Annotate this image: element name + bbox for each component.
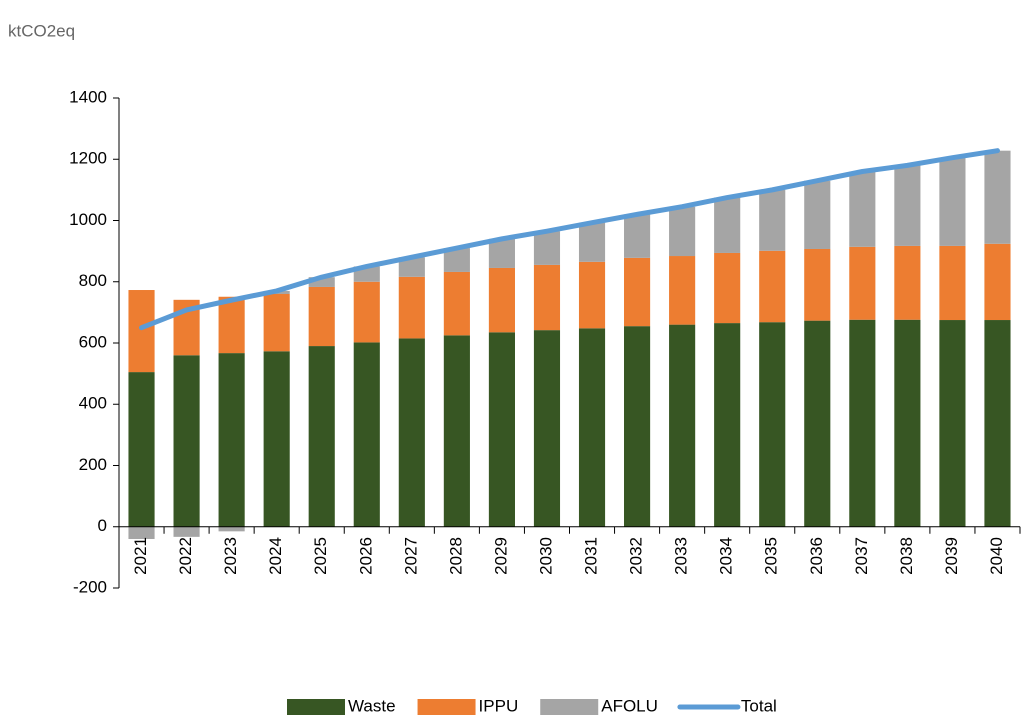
y-tick-label: 600	[79, 332, 107, 351]
y-tick-label: 200	[79, 455, 107, 474]
x-tick-label: 2032	[627, 537, 646, 575]
x-tick-label: 2038	[897, 537, 916, 575]
bar	[894, 319, 921, 527]
bar	[353, 342, 380, 527]
x-tick-label: 2023	[221, 537, 240, 575]
bar	[759, 322, 786, 527]
bar	[984, 243, 1011, 321]
bar	[669, 324, 696, 527]
x-tick-label: 2034	[717, 537, 736, 575]
bar	[984, 150, 1011, 244]
bar	[488, 238, 515, 268]
x-tick-label: 2033	[672, 537, 691, 575]
bar	[263, 351, 290, 527]
bar	[894, 165, 921, 246]
bar	[308, 286, 335, 347]
y-tick-label: 800	[79, 271, 107, 290]
x-tick-label: 2039	[942, 537, 961, 575]
y-tick-label: 1200	[69, 149, 107, 168]
bar	[128, 372, 155, 527]
bar	[128, 526, 155, 539]
bar	[308, 277, 335, 287]
bar	[759, 189, 786, 251]
x-tick-label: 2027	[401, 537, 420, 575]
bar	[173, 355, 200, 527]
bar	[624, 326, 651, 527]
y-tick-label: 400	[79, 394, 107, 413]
legend-label: IPPU	[479, 696, 519, 715]
bar	[804, 248, 831, 321]
y-tick-label: 1400	[69, 87, 107, 106]
bar	[669, 256, 696, 325]
bar	[849, 319, 876, 527]
x-tick-label: 2022	[176, 537, 195, 575]
bar	[849, 171, 876, 247]
bar	[578, 261, 606, 329]
bar	[849, 246, 876, 320]
bar	[894, 245, 921, 320]
x-tick-label: 2021	[131, 537, 150, 575]
x-tick-label: 2035	[762, 537, 781, 575]
x-tick-label: 2026	[356, 537, 375, 575]
y-axis-label: ktCO2eq	[8, 21, 75, 40]
bar	[443, 271, 470, 336]
legend-swatch	[287, 699, 345, 715]
legend-label: Total	[741, 696, 777, 715]
bar	[714, 323, 741, 527]
bar	[398, 276, 425, 339]
total-line	[139, 148, 1000, 331]
bar	[939, 320, 966, 527]
bar	[128, 290, 155, 373]
bar	[984, 320, 1011, 527]
x-tick-label: 2024	[266, 537, 285, 575]
bar	[714, 197, 741, 253]
bar	[533, 231, 561, 265]
bar	[804, 320, 831, 527]
legend-label: AFOLU	[601, 696, 658, 715]
bar	[443, 248, 470, 272]
bar	[173, 526, 200, 537]
bar	[939, 157, 966, 246]
bar	[939, 245, 966, 321]
bar	[263, 294, 290, 352]
bar	[218, 526, 245, 532]
legend-label: Waste	[348, 696, 396, 715]
x-tick-label: 2025	[311, 537, 330, 575]
bar	[578, 328, 606, 527]
legend-swatch	[417, 699, 476, 715]
bar	[624, 214, 651, 258]
x-tick-label: 2040	[987, 537, 1006, 575]
bar	[353, 281, 380, 343]
x-tick-label: 2029	[491, 537, 510, 575]
bar	[578, 222, 606, 262]
bar	[218, 353, 245, 527]
legend-swatch	[540, 699, 599, 715]
bar	[488, 267, 515, 333]
x-tick-label: 2037	[852, 537, 871, 575]
bar	[308, 346, 335, 527]
bar	[624, 257, 651, 327]
bar	[669, 206, 696, 257]
y-tick-label: 0	[98, 516, 107, 535]
bar	[488, 332, 515, 527]
bar	[533, 330, 561, 527]
bar	[398, 257, 425, 277]
x-tick-label: 2028	[446, 537, 465, 575]
y-tick-label: -200	[73, 577, 107, 596]
y-tick-label: 1000	[69, 210, 107, 229]
x-tick-label: 2030	[536, 537, 555, 575]
bar	[804, 180, 831, 249]
x-tick-label: 2036	[807, 537, 826, 575]
bar	[443, 335, 470, 527]
bar	[533, 264, 561, 331]
bar	[398, 338, 425, 527]
x-tick-label: 2031	[582, 537, 601, 575]
bar	[714, 252, 741, 324]
bar	[759, 250, 786, 323]
bar	[218, 296, 245, 354]
